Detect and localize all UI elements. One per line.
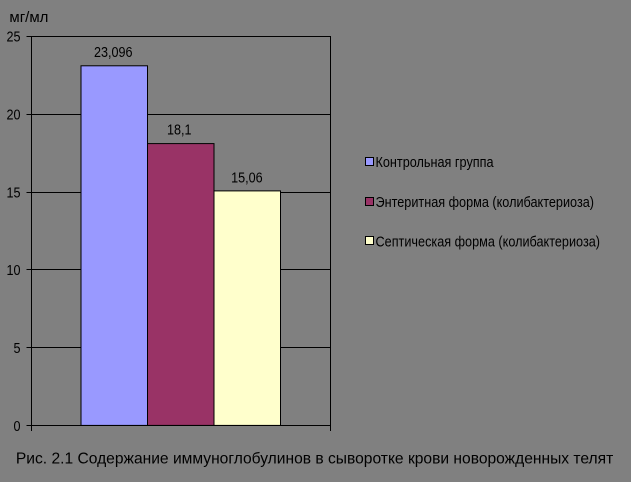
svg-text:Рис. 2.1 Содержание иммуноглоб: Рис. 2.1 Содержание иммуноглобулинов в с…: [16, 450, 613, 467]
svg-text:0: 0: [13, 417, 20, 434]
svg-text:Энтеритная форма (колибактерио: Энтеритная форма (колибактериоза): [376, 193, 595, 210]
svg-text:Контрольная группа: Контрольная группа: [376, 153, 494, 170]
svg-text:25: 25: [6, 28, 20, 45]
svg-text:15: 15: [6, 183, 20, 200]
svg-text:15,06: 15,06: [231, 169, 263, 186]
svg-text:Септическая форма (колибактери: Септическая форма (колибактериоза): [376, 232, 601, 249]
svg-text:мг/мл: мг/мл: [9, 9, 48, 26]
svg-text:23,096: 23,096: [94, 43, 133, 60]
svg-text:10: 10: [6, 261, 20, 278]
svg-text:5: 5: [13, 339, 20, 356]
svg-text:20: 20: [6, 105, 20, 122]
svg-text:18,1: 18,1: [167, 120, 192, 137]
